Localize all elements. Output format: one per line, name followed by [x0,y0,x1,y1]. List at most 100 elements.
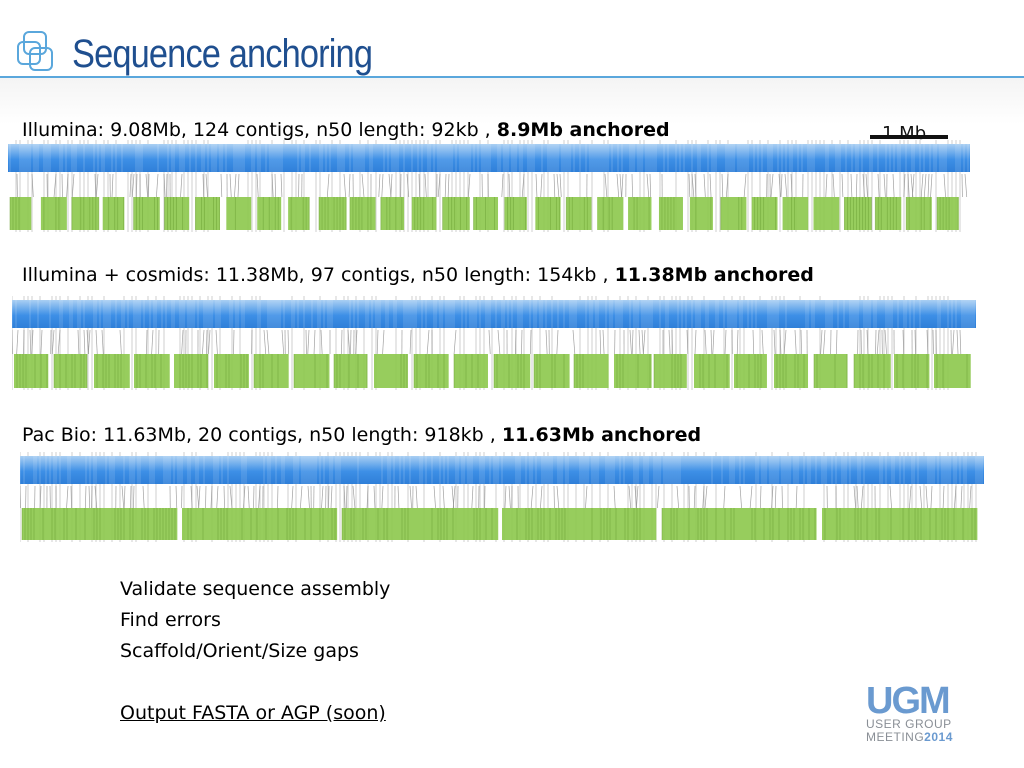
contig-segment [195,197,220,230]
alignment-link [381,485,384,509]
alignment-link [326,173,330,198]
alignment-link [909,485,912,509]
contig-segment [782,197,809,230]
track-1-desc: Illumina: 9.08Mb, 124 contigs, n50 lengt… [22,119,497,141]
alignment-link [271,173,274,198]
notes-list: Validate sequence assembly Find errors S… [120,574,390,729]
alignment-link [234,173,237,198]
contig-segment [226,197,252,230]
alignment-link [409,329,412,355]
contig-segment [214,354,249,388]
output-link[interactable]: Output FASTA or AGP (soon) [120,702,386,724]
alignment-link [133,485,135,509]
alignment-link [638,329,641,355]
alignment-link [676,485,679,509]
alignment-link [926,329,929,355]
alignment-link [508,173,511,198]
alignment-link [862,173,865,198]
alignment-link [602,329,605,355]
alignment-link [556,329,559,355]
alignment-link [657,485,660,509]
contig-segment [875,197,902,230]
alignment-link [205,173,208,198]
ugm-logo-line2: MEETING2014 [866,730,953,744]
alignment-link [907,173,910,198]
alignment-link [263,329,267,355]
alignment-link [215,329,218,355]
alignment-link [545,329,548,355]
alignment-link [497,329,501,355]
alignment-link [704,485,708,509]
alignment-link [361,173,365,198]
alignment-link [865,173,868,198]
alignment-link [932,329,934,355]
alignment-link [861,485,864,509]
alignment-link [77,329,80,355]
alignment-link [634,485,637,509]
alignment-link [703,173,706,198]
alignment-link [347,329,351,355]
alignment-link [31,173,34,198]
alignment-link [646,173,650,198]
alignment-link [468,173,471,198]
alignment-link [243,485,246,509]
alignment-link [530,485,534,509]
alignment-link [709,173,712,198]
contig-segment [319,197,347,230]
alignment-link [668,329,671,355]
alignment-link [866,329,869,355]
alignment-link [274,173,276,198]
alignment-link [723,485,726,509]
alignment-link [919,485,922,509]
scale-bar-line [870,135,948,139]
alignment-link [540,173,543,198]
alignment-link [229,173,232,198]
alignment-link [535,173,538,198]
contig-segment [414,354,449,388]
alignment-link [774,485,777,509]
alignment-link [721,173,724,198]
alignment-link [956,329,959,355]
contig-segment [342,508,499,540]
alignment-link [256,173,259,198]
alignment-link [553,173,556,198]
alignment-link [604,173,608,198]
alignment-link [148,173,150,198]
alignment-link [281,329,285,355]
alignment-link [693,485,696,509]
track-2-anchored: 11.38Mb anchored [614,264,814,286]
alignment-link [247,485,250,509]
contig-segment [813,197,840,230]
alignment-link [783,329,787,355]
alignment-link [930,173,933,198]
alignment-link [572,329,576,355]
alignment-link [426,329,430,355]
contig-segment [334,354,368,388]
alignment-link [530,329,532,355]
alignment-link [216,485,219,509]
reference-map-bar [12,300,976,328]
alignment-link [636,485,639,509]
alignment-link [208,329,211,355]
alignment-link [773,329,776,355]
alignment-link [795,485,798,509]
alignment-link [556,485,560,509]
alignment-link [914,329,916,355]
alignment-link [343,485,346,509]
contig-segment [774,354,809,388]
alignment-link [959,329,962,355]
alignment-link [621,173,624,198]
alignment-link [521,173,525,198]
contig-segment [133,197,160,230]
alignment-link [343,173,346,198]
page-title: Sequence anchoring [72,32,373,76]
alignment-link [883,173,886,198]
contig-segment [937,197,959,230]
contig-segment [494,354,531,388]
alignment-link [749,485,753,509]
alignment-link [616,173,620,198]
alignment-link [902,329,905,355]
alignment-link [444,173,447,198]
alignment-link [856,485,859,509]
alignment-link [341,329,343,355]
